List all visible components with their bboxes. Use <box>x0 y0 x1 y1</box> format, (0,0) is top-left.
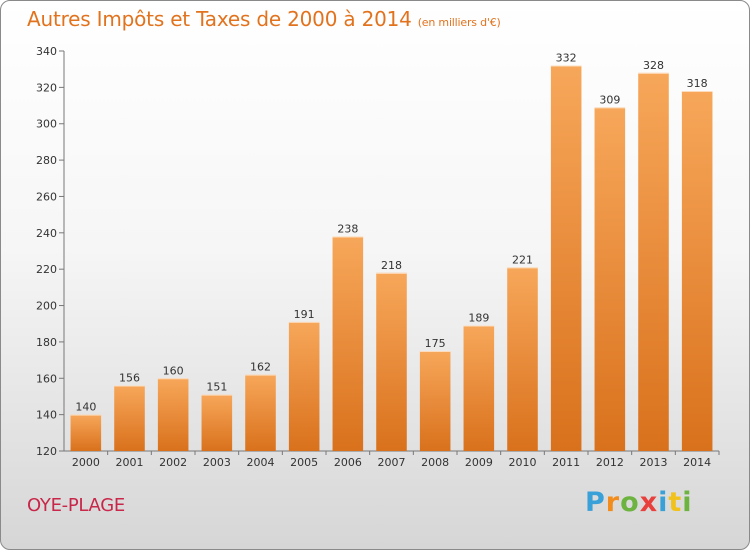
y-tick-label: 160 <box>36 372 57 385</box>
bar-value-label: 160 <box>163 364 184 377</box>
y-tick-label: 240 <box>36 227 57 240</box>
bar <box>594 107 626 451</box>
bar-value-label: 175 <box>425 337 446 350</box>
x-tick-label: 2001 <box>116 456 144 469</box>
x-tick-label: 2003 <box>203 456 231 469</box>
y-tick-label: 120 <box>36 445 57 458</box>
bar <box>332 236 364 451</box>
y-tick-label: 180 <box>36 336 57 349</box>
x-tick-label: 2000 <box>72 456 100 469</box>
x-tick-label: 2002 <box>159 456 187 469</box>
bar-value-label: 218 <box>381 259 402 272</box>
bar <box>681 91 713 451</box>
x-tick-label: 2006 <box>334 456 362 469</box>
x-tick-label: 2005 <box>290 456 318 469</box>
y-tick-label: 260 <box>36 190 57 203</box>
y-tick-label: 340 <box>36 45 57 58</box>
bar-value-label: 332 <box>556 52 577 65</box>
bar <box>419 351 451 451</box>
bar-value-label: 221 <box>512 253 533 266</box>
y-tick-label: 220 <box>36 263 57 276</box>
x-tick-label: 2013 <box>640 456 668 469</box>
bar-value-label: 238 <box>337 222 358 235</box>
y-tick-label: 200 <box>36 300 57 313</box>
bar-value-label: 189 <box>468 312 489 325</box>
bar-value-label: 151 <box>206 381 227 394</box>
bar <box>70 414 102 451</box>
bar <box>114 385 145 451</box>
place-name: OYE-PLAGE <box>27 495 125 516</box>
x-tick-label: 2014 <box>683 456 711 469</box>
bar <box>157 378 189 451</box>
bar-value-label: 309 <box>599 93 620 106</box>
bar-value-label: 191 <box>294 308 315 321</box>
x-tick-label: 2008 <box>421 456 449 469</box>
proxiti-logo: Proxiti <box>585 487 693 518</box>
x-tick-label: 2007 <box>378 456 406 469</box>
bar <box>201 394 233 451</box>
bar-value-label: 328 <box>643 59 664 72</box>
bar <box>463 325 495 451</box>
bar <box>550 65 582 451</box>
y-tick-label: 140 <box>36 409 57 422</box>
y-tick-label: 300 <box>36 118 57 131</box>
bar <box>245 374 276 451</box>
title-unit: (en milliers d'€) <box>417 16 501 29</box>
bar <box>288 321 320 451</box>
x-tick-label: 2009 <box>465 456 493 469</box>
bar-value-label: 162 <box>250 361 271 374</box>
bar-value-label: 140 <box>75 401 96 414</box>
y-tick-label: 280 <box>36 154 57 167</box>
bar <box>376 272 407 451</box>
title-text: Autres Impôts et Taxes de 2000 à 2014 <box>27 7 412 31</box>
x-tick-label: 2004 <box>247 456 275 469</box>
y-tick-label: 320 <box>36 81 57 94</box>
x-tick-label: 2012 <box>596 456 624 469</box>
bar <box>638 72 669 452</box>
x-tick-label: 2010 <box>509 456 537 469</box>
x-tick-label: 2011 <box>552 456 580 469</box>
bar <box>507 267 538 451</box>
bar-value-label: 156 <box>119 372 140 385</box>
chart-title: Autres Impôts et Taxes de 2000 à 2014 (en… <box>27 7 501 31</box>
bar-value-label: 318 <box>687 77 708 90</box>
